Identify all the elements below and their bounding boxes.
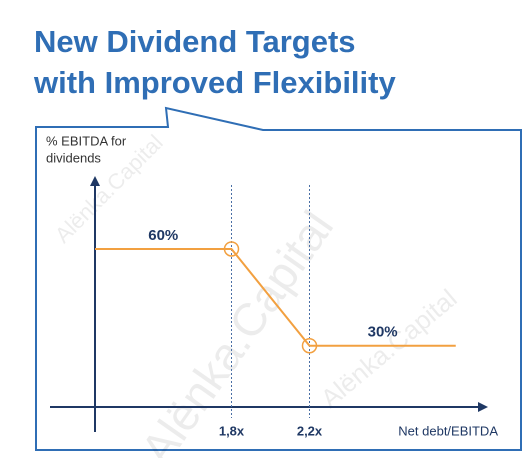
x-tick-label: 1,8x <box>219 423 245 438</box>
point-marker <box>223 241 240 257</box>
value-label: 60% <box>148 227 178 244</box>
line <box>95 247 456 347</box>
point-marker <box>301 337 318 354</box>
x-axis-arrow <box>478 402 488 412</box>
y-axis-label: % EBITDA for <box>46 133 127 148</box>
y-axis-label: dividends <box>46 150 101 165</box>
x-tick-label: 2,2x <box>297 423 323 438</box>
chart-title: with Improved Flexibility <box>33 65 396 100</box>
value-label: 30% <box>368 324 398 341</box>
callout-frame <box>35 106 522 451</box>
y-axis-arrow <box>90 176 100 186</box>
chart-title: New Dividend Targets <box>34 24 356 59</box>
x-axis-label: Net debt/EBITDA <box>398 423 498 438</box>
